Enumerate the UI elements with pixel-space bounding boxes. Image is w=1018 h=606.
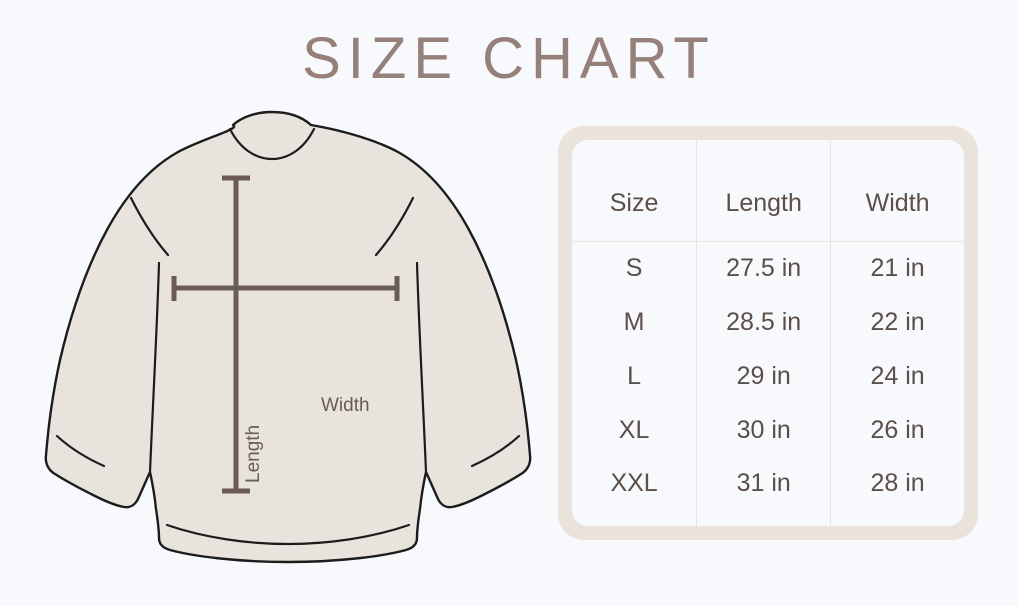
- cell-length: 29 in: [696, 349, 832, 403]
- cell-size: M: [572, 295, 698, 349]
- cell-size: XXL: [572, 457, 698, 526]
- cell-width: 22 in: [870, 307, 925, 336]
- cell-width: 24 in: [870, 361, 925, 390]
- cell-length: 27.5 in: [696, 241, 832, 295]
- cell-length: 30 in: [696, 403, 832, 457]
- cell-size: S: [572, 241, 698, 295]
- sweatshirt-illustration: Width Length: [0, 100, 560, 570]
- table-row: XL 30 in 26 in: [572, 403, 964, 457]
- page-title: SIZE CHART: [302, 26, 716, 91]
- cell-size: XL: [572, 403, 698, 457]
- table-row: S 27.5 in 21 in: [572, 241, 964, 295]
- table-header-row: Size Length Width: [572, 140, 964, 242]
- cell-length: 31 in: [696, 457, 832, 526]
- length-measure-label: Length: [243, 424, 264, 483]
- column-header-length: Length: [696, 140, 832, 242]
- size-table-body: S 27.5 in 21 in M 28.5 in 22 in L 29 in …: [572, 241, 964, 526]
- table-row: L 29 in 24 in: [572, 349, 964, 403]
- size-table-panel: Size Length Width S 27.5 in 21 in M 28.5…: [572, 140, 964, 526]
- table-row: M 28.5 in 22 in: [572, 295, 964, 349]
- cell-width: 26 in: [870, 415, 925, 444]
- cell-size: L: [572, 349, 698, 403]
- size-table-head: Size Length Width: [572, 140, 964, 242]
- column-header-width: Width: [830, 140, 964, 242]
- cell-length: 28.5 in: [696, 295, 832, 349]
- sweatshirt-svg: [44, 110, 532, 564]
- table-row: XXL 31 in 28 in: [572, 457, 964, 526]
- size-table-card: Size Length Width S 27.5 in 21 in M 28.5…: [558, 126, 978, 540]
- column-header-size: Size: [572, 140, 698, 242]
- cell-width: 21 in: [870, 253, 925, 282]
- size-table: Size Length Width S 27.5 in 21 in M 28.5…: [572, 140, 964, 526]
- measurement-marks: [171, 175, 400, 494]
- width-measure-label: Width: [321, 395, 370, 416]
- cell-width: 28 in: [870, 469, 925, 497]
